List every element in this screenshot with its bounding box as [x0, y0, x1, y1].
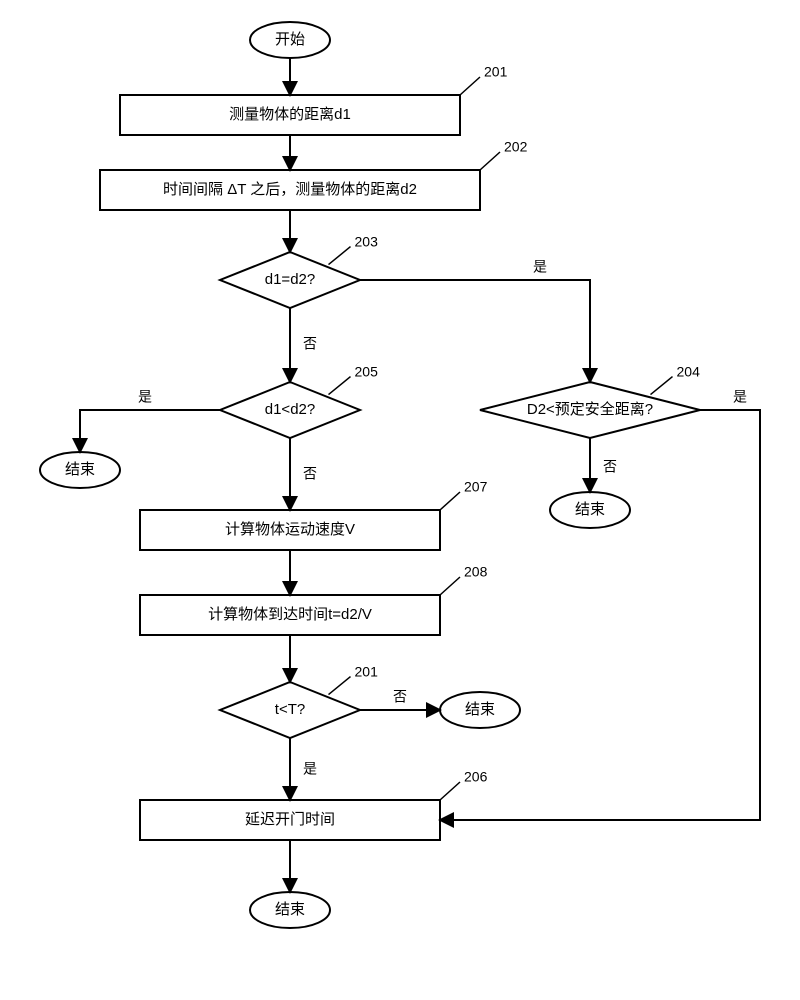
svg-text:否: 否 — [303, 336, 317, 352]
svg-text:206: 206 — [464, 769, 488, 785]
svg-text:时间间隔 ΔT 之后，测量物体的距离d2: 时间间隔 ΔT 之后，测量物体的距离d2 — [163, 181, 417, 198]
svg-text:否: 否 — [393, 689, 407, 705]
svg-text:否: 否 — [303, 466, 317, 482]
svg-text:开始: 开始 — [275, 31, 305, 48]
svg-text:是: 是 — [733, 389, 747, 405]
svg-text:否: 否 — [603, 459, 617, 475]
svg-text:D2<预定安全距离?: D2<预定安全距离? — [527, 400, 653, 418]
svg-text:203: 203 — [355, 233, 379, 249]
svg-text:计算物体到达时间t=d2/V: 计算物体到达时间t=d2/V — [208, 605, 372, 623]
svg-text:207: 207 — [464, 479, 488, 495]
svg-text:d1=d2?: d1=d2? — [265, 271, 315, 288]
svg-text:测量物体的距离d1: 测量物体的距离d1 — [229, 106, 351, 123]
svg-text:t<T?: t<T? — [275, 701, 305, 718]
svg-text:201: 201 — [355, 663, 379, 679]
svg-text:结束: 结束 — [465, 701, 495, 718]
svg-text:201: 201 — [484, 64, 508, 80]
svg-text:是: 是 — [303, 761, 317, 777]
svg-text:205: 205 — [355, 363, 379, 379]
svg-text:是: 是 — [138, 389, 152, 405]
svg-text:结束: 结束 — [275, 901, 305, 918]
svg-text:结束: 结束 — [65, 461, 95, 478]
svg-text:d1<d2?: d1<d2? — [265, 401, 315, 418]
svg-text:延迟开门时间: 延迟开门时间 — [245, 811, 335, 828]
flowchart-canvas: 否是是否否是否是开始测量物体的距离d1201时间间隔 ΔT 之后，测量物体的距离… — [0, 0, 800, 1000]
svg-text:结束: 结束 — [575, 501, 605, 518]
svg-text:202: 202 — [504, 139, 528, 155]
svg-text:是: 是 — [533, 259, 547, 275]
svg-text:204: 204 — [677, 363, 701, 379]
svg-text:208: 208 — [464, 564, 488, 580]
svg-text:计算物体运动速度V: 计算物体运动速度V — [225, 520, 355, 538]
